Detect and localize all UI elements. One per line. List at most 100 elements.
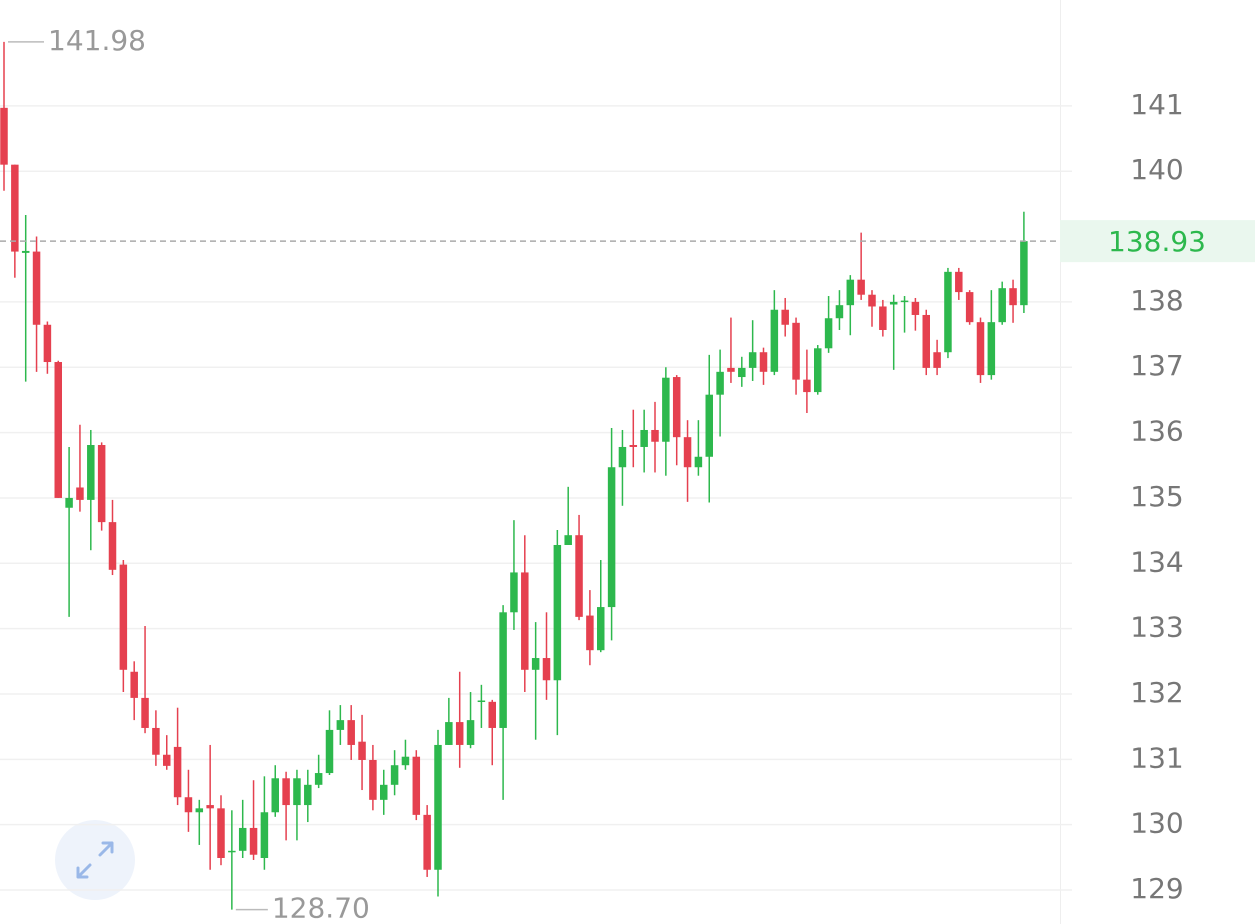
candle-body	[770, 309, 779, 372]
candle-body	[488, 701, 496, 728]
y-tick-label: 133	[1130, 611, 1183, 644]
candle-body	[238, 827, 247, 851]
candle-body	[672, 377, 681, 438]
y-tick-label: 130	[1130, 807, 1183, 840]
max-label: 141.98	[48, 24, 146, 57]
candle-body	[510, 572, 518, 613]
candle-body	[195, 808, 204, 813]
candle-body	[911, 301, 920, 315]
candle-body	[314, 773, 323, 785]
candle-body	[521, 572, 529, 670]
candle-body	[401, 756, 410, 766]
y-tick-label: 129	[1130, 872, 1183, 905]
candle-body	[282, 778, 290, 806]
candle-body	[228, 850, 236, 853]
candle-body	[933, 352, 941, 368]
candle-body	[54, 362, 62, 498]
candle-body	[542, 658, 551, 681]
candle-body	[564, 535, 572, 545]
candle-body	[455, 722, 464, 745]
candle-body	[249, 827, 258, 855]
candle-body	[260, 812, 269, 858]
y-tick-label: 137	[1130, 349, 1183, 382]
last-price-label: 138.93	[1108, 225, 1206, 258]
candle-body	[21, 250, 30, 253]
candle-body	[879, 306, 887, 330]
candle-body	[792, 322, 800, 380]
candle-body	[434, 744, 442, 870]
candle-body	[152, 727, 160, 755]
candle-body	[0, 107, 8, 165]
candle-body	[597, 607, 605, 651]
candle-body	[781, 309, 789, 325]
y-tick-label: 132	[1130, 676, 1183, 709]
candle-body	[358, 741, 366, 760]
candle-body	[184, 797, 193, 813]
candle-body	[705, 394, 713, 457]
candle-body	[694, 456, 703, 468]
expand-button[interactable]	[55, 820, 135, 900]
candle-body	[640, 429, 648, 447]
candle-body	[293, 778, 301, 806]
expand-icon[interactable]	[76, 841, 114, 879]
candle-body	[651, 429, 659, 442]
candle-body	[824, 318, 833, 349]
candle-body	[141, 697, 149, 728]
candle-body	[759, 352, 768, 372]
candle-body	[607, 467, 616, 608]
candle-body	[119, 564, 128, 670]
candle-body	[868, 294, 876, 307]
candle-body	[976, 322, 985, 376]
candle-body	[965, 292, 974, 323]
candle-body	[76, 487, 84, 500]
candle-body	[1020, 241, 1028, 306]
candle-body	[575, 535, 583, 617]
candle-body	[846, 279, 855, 306]
candle-body	[369, 759, 377, 800]
candle-body	[304, 784, 312, 806]
y-tick-label: 138	[1130, 284, 1183, 317]
candle-body	[445, 722, 453, 745]
candle-body	[531, 658, 540, 670]
candle-body	[173, 746, 182, 798]
candle-body	[998, 288, 1006, 323]
y-tick-label: 135	[1130, 480, 1183, 513]
candle-body	[662, 377, 670, 442]
candle-body	[87, 445, 95, 500]
y-tick-label: 131	[1130, 741, 1183, 774]
candle-body	[43, 324, 52, 363]
candle-body	[727, 367, 735, 372]
candle-body	[857, 279, 865, 295]
candle-body	[629, 445, 638, 447]
candle-body	[803, 379, 811, 393]
candle-body	[748, 352, 757, 368]
candle-body	[32, 251, 41, 325]
candle-body	[955, 271, 963, 293]
candle-body	[206, 805, 214, 809]
candle-body	[217, 808, 225, 858]
y-tick-label: 141	[1130, 88, 1183, 121]
candle-body	[130, 671, 138, 698]
candle-body	[814, 348, 822, 393]
candle-body	[835, 305, 844, 319]
candle-body	[347, 720, 355, 745]
candle-body	[922, 314, 930, 368]
candle-body	[683, 437, 692, 468]
candle-body	[900, 300, 909, 303]
expand-bg[interactable]	[55, 820, 135, 900]
candle-body	[553, 544, 562, 681]
candle-body	[163, 754, 171, 766]
candle-body	[466, 720, 475, 745]
candle-body	[11, 164, 19, 252]
candle-body	[716, 371, 724, 395]
axis-border	[1060, 0, 1061, 924]
last-price-bg	[1060, 220, 1255, 263]
y-tick-label: 136	[1130, 415, 1183, 448]
candle-body	[477, 700, 486, 703]
candle-body	[987, 322, 996, 376]
candle-body	[325, 729, 334, 774]
candle-body	[499, 612, 507, 728]
y-tick-label: 134	[1130, 545, 1183, 578]
candle-body	[889, 301, 898, 305]
